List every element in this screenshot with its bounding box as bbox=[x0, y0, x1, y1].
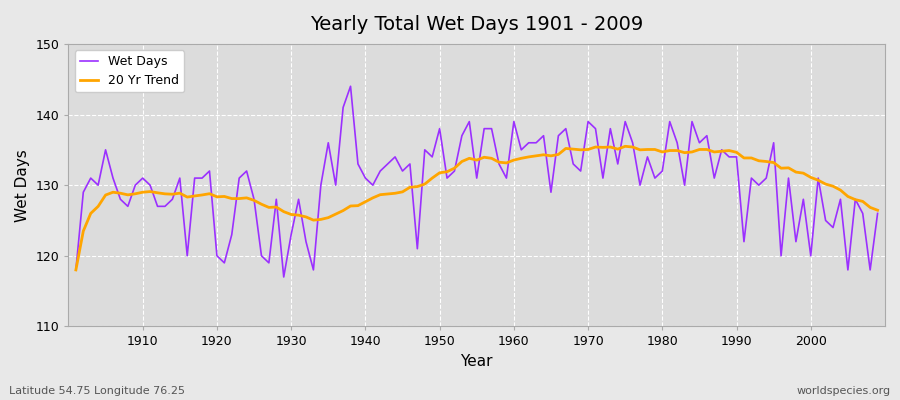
20 Yr Trend bbox=[70, 268, 81, 272]
20 Yr Trend bbox=[598, 145, 608, 150]
Wet Days bbox=[301, 239, 311, 244]
X-axis label: Year: Year bbox=[461, 354, 493, 369]
Wet Days bbox=[345, 84, 356, 89]
Wet Days bbox=[612, 162, 623, 166]
Wet Days bbox=[278, 274, 289, 279]
Text: worldspecies.org: worldspecies.org bbox=[796, 386, 891, 396]
Wet Days bbox=[130, 183, 140, 188]
Wet Days bbox=[353, 162, 364, 166]
20 Yr Trend bbox=[620, 144, 631, 149]
Bar bbox=[68, 114, 885, 185]
Wet Days bbox=[523, 140, 534, 145]
Title: Yearly Total Wet Days 1901 - 2009: Yearly Total Wet Days 1901 - 2009 bbox=[310, 15, 644, 34]
Y-axis label: Wet Days: Wet Days bbox=[15, 149, 30, 222]
20 Yr Trend bbox=[501, 160, 512, 165]
Text: Latitude 54.75 Longitude 76.25: Latitude 54.75 Longitude 76.25 bbox=[9, 386, 185, 396]
Line: 20 Yr Trend: 20 Yr Trend bbox=[76, 146, 878, 270]
20 Yr Trend bbox=[338, 208, 348, 213]
Line: Wet Days: Wet Days bbox=[76, 86, 878, 277]
Legend: Wet Days, 20 Yr Trend: Wet Days, 20 Yr Trend bbox=[75, 50, 184, 92]
Wet Days bbox=[70, 268, 81, 272]
Wet Days bbox=[872, 211, 883, 216]
20 Yr Trend bbox=[293, 213, 304, 218]
20 Yr Trend bbox=[130, 191, 140, 196]
20 Yr Trend bbox=[872, 208, 883, 213]
Wet Days bbox=[516, 148, 526, 152]
20 Yr Trend bbox=[508, 158, 519, 162]
